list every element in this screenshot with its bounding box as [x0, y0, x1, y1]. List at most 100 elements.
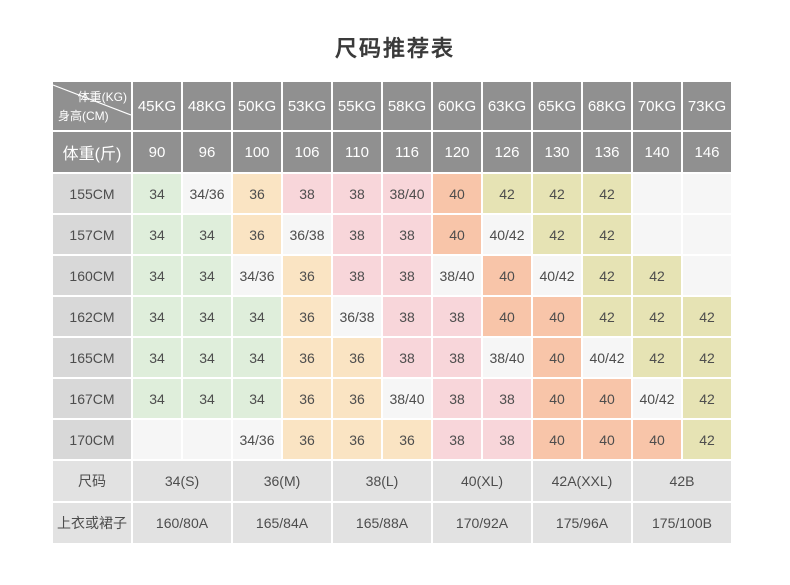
garment-spec-row: 上衣或裙子 160/80A 165/84A 165/88A 170/92A 17…	[53, 503, 731, 543]
size-cell: 38/40	[383, 174, 431, 213]
size-cell: 40	[583, 379, 631, 418]
size-code-row: 尺码 34(S) 36(M) 38(L) 40(XL) 42A(XXL) 42B	[53, 461, 731, 501]
size-code-cell: 38(L)	[333, 461, 431, 501]
size-cell: 34	[183, 338, 231, 377]
garment-spec-label: 上衣或裙子	[53, 503, 131, 543]
size-cell: 36/38	[333, 297, 381, 336]
size-cell: 40	[533, 297, 581, 336]
size-cell: 34	[133, 256, 181, 295]
size-code-cell: 40(XL)	[433, 461, 531, 501]
size-cell	[183, 420, 231, 459]
weight-jin-value: 126	[483, 132, 531, 172]
size-code-cell: 42A(XXL)	[533, 461, 631, 501]
weight-kg-header: 55KG	[333, 82, 381, 130]
weight-jin-value: 130	[533, 132, 581, 172]
size-cell: 40/42	[533, 256, 581, 295]
weight-kg-header: 60KG	[433, 82, 481, 130]
weight-kg-header: 65KG	[533, 82, 581, 130]
height-row-label: 162CM	[53, 297, 131, 336]
size-cell: 34	[233, 379, 281, 418]
size-cell: 42	[583, 256, 631, 295]
size-cell: 42	[583, 174, 631, 213]
height-row-label: 155CM	[53, 174, 131, 213]
size-code-cell: 36(M)	[233, 461, 331, 501]
size-cell: 36	[333, 338, 381, 377]
size-cell: 40/42	[633, 379, 681, 418]
size-cell: 40	[433, 174, 481, 213]
weight-kg-header: 45KG	[133, 82, 181, 130]
size-cell: 34	[183, 379, 231, 418]
height-row-155: 155CM 34 34/36 36 38 38 38/40 40 42 42 4…	[53, 174, 731, 213]
size-cell: 42	[533, 215, 581, 254]
size-cell: 38	[483, 420, 531, 459]
size-cell: 38	[383, 338, 431, 377]
height-row-label: 160CM	[53, 256, 131, 295]
size-cell: 42	[483, 174, 531, 213]
size-cell: 42	[683, 420, 731, 459]
size-cell: 36	[283, 297, 331, 336]
size-cell: 34	[183, 297, 231, 336]
size-cell: 34	[133, 379, 181, 418]
garment-spec-cell: 170/92A	[433, 503, 531, 543]
height-row-label: 170CM	[53, 420, 131, 459]
size-cell: 38/40	[383, 379, 431, 418]
height-row-170: 170CM 34/36 36 36 36 38 38 40 40 40 42	[53, 420, 731, 459]
garment-spec-cell: 165/88A	[333, 503, 431, 543]
size-cell: 42	[683, 379, 731, 418]
size-cell: 38	[433, 297, 481, 336]
corner-label-weight: 体重(KG)	[77, 90, 127, 104]
size-cell: 36	[283, 338, 331, 377]
size-cell: 36	[233, 215, 281, 254]
size-cell: 40	[533, 420, 581, 459]
size-cell: 38	[383, 297, 431, 336]
size-cell: 42	[633, 338, 681, 377]
size-cell: 40	[533, 379, 581, 418]
weight-jin-value: 90	[133, 132, 181, 172]
size-cell	[633, 174, 681, 213]
weight-jin-value: 120	[433, 132, 481, 172]
weight-jin-value: 146	[683, 132, 731, 172]
garment-spec-cell: 160/80A	[133, 503, 231, 543]
height-row-label: 165CM	[53, 338, 131, 377]
size-cell: 36	[333, 420, 381, 459]
size-cell: 40	[583, 420, 631, 459]
weight-kg-header: 63KG	[483, 82, 531, 130]
size-cell: 34	[183, 215, 231, 254]
size-cell: 34	[133, 174, 181, 213]
weight-kg-header: 53KG	[283, 82, 331, 130]
corner-label-height: 身高(CM)	[58, 109, 109, 123]
size-cell: 42	[683, 338, 731, 377]
size-cell: 34/36	[233, 256, 281, 295]
size-cell: 42	[683, 297, 731, 336]
size-cell: 36	[283, 379, 331, 418]
weight-kg-header: 73KG	[683, 82, 731, 130]
size-cell: 34	[133, 338, 181, 377]
size-cell: 40	[483, 256, 531, 295]
size-cell: 42	[633, 297, 681, 336]
height-row-160: 160CM 34 34 34/36 36 38 38 38/40 40 40/4…	[53, 256, 731, 295]
size-cell: 34	[233, 297, 281, 336]
size-cell	[683, 215, 731, 254]
size-cell: 34/36	[183, 174, 231, 213]
weight-kg-header: 48KG	[183, 82, 231, 130]
weight-jin-value: 116	[383, 132, 431, 172]
size-cell: 40	[633, 420, 681, 459]
size-cell	[683, 256, 731, 295]
weight-kg-header: 50KG	[233, 82, 281, 130]
garment-spec-cell: 175/100B	[633, 503, 731, 543]
page-title: 尺码推荐表	[334, 36, 455, 61]
weight-kg-header: 68KG	[583, 82, 631, 130]
height-row-label: 157CM	[53, 215, 131, 254]
size-cell: 38	[333, 215, 381, 254]
size-cell: 40	[483, 297, 531, 336]
size-cell: 36	[333, 379, 381, 418]
size-cell: 34	[183, 256, 231, 295]
size-cell: 36	[233, 174, 281, 213]
weight-jin-row: 体重(斤) 90 96 100 106 110 116 120 126 130 …	[53, 132, 731, 172]
size-cell: 38	[383, 215, 431, 254]
height-row-167: 167CM 34 34 34 36 36 38/40 38 38 40 40 4…	[53, 379, 731, 418]
size-recommendation-table: 体重(KG) 身高(CM) 45KG 48KG 50KG 53KG 55KG 5…	[51, 80, 733, 545]
size-cell: 38	[283, 174, 331, 213]
diagonal-divider	[53, 84, 131, 116]
weight-jin-value: 106	[283, 132, 331, 172]
